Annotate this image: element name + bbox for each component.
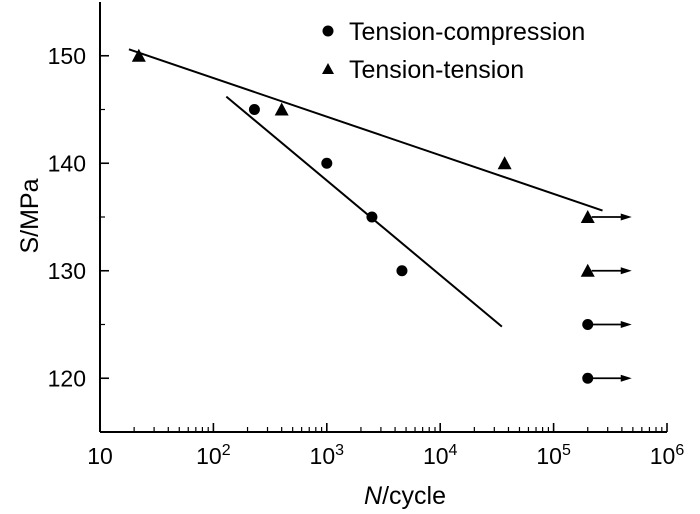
x-tick-label-1: 102 bbox=[196, 442, 231, 469]
x-axis-label-rest: /cycle bbox=[382, 482, 446, 510]
x-tick-label-4: 105 bbox=[536, 442, 571, 469]
runout-arrow-head-tension-tension-3 bbox=[620, 213, 632, 221]
legend-label-tension-compression: Tension-compression bbox=[349, 18, 585, 46]
data-point-group bbox=[131, 48, 595, 384]
point-tension-tension-2 bbox=[497, 156, 512, 170]
runout-arrow-head-tension-compression-5 bbox=[620, 374, 632, 382]
fit-line-tension-tension bbox=[128, 48, 603, 212]
point-tension-tension-0 bbox=[131, 48, 146, 62]
y-tick-group: 120 130 140 150 bbox=[48, 43, 109, 433]
y-tick-label-3: 150 bbox=[48, 43, 86, 69]
point-tension-compression-1 bbox=[321, 157, 333, 169]
fit-line-group bbox=[128, 48, 603, 328]
point-tension-compression-5 bbox=[582, 372, 594, 384]
point-tension-compression-2 bbox=[366, 211, 378, 223]
legend-label-tension-tension: Tension-tension bbox=[349, 56, 524, 84]
x-axis-label: N/cycle bbox=[364, 482, 446, 510]
y-tick-label-0: 120 bbox=[48, 365, 86, 391]
point-tension-tension-1 bbox=[274, 102, 289, 116]
runout-arrow-head-tension-compression-4 bbox=[620, 321, 632, 328]
x-tick-label-5: 106 bbox=[650, 442, 685, 469]
x-axis-label-italic: N bbox=[364, 482, 383, 510]
point-tension-compression-4 bbox=[582, 319, 594, 330]
x-tick-group: 10 102 103 104 105 106 bbox=[87, 423, 684, 469]
point-tension-tension-4 bbox=[580, 263, 595, 277]
x-tick-label-0: 10 bbox=[87, 443, 113, 469]
legend-circle-marker bbox=[322, 25, 334, 37]
x-tick-label-2: 103 bbox=[310, 442, 345, 469]
y-tick-label-2: 140 bbox=[48, 150, 86, 176]
y-axis-label: S/MPa bbox=[16, 178, 44, 253]
point-tension-compression-0 bbox=[248, 104, 260, 115]
y-tick-label-1: 130 bbox=[48, 258, 86, 284]
x-tick-label-3: 104 bbox=[423, 442, 458, 469]
legend-triangle-marker bbox=[322, 63, 334, 74]
runout-arrow-group bbox=[591, 213, 632, 382]
legend: Tension-compression Tension-tension bbox=[322, 18, 585, 84]
runout-arrow-head-tension-tension-4 bbox=[620, 267, 632, 275]
fit-line-tension-compression bbox=[225, 95, 503, 328]
point-tension-compression-3 bbox=[396, 265, 408, 277]
point-tension-tension-3 bbox=[580, 210, 595, 223]
